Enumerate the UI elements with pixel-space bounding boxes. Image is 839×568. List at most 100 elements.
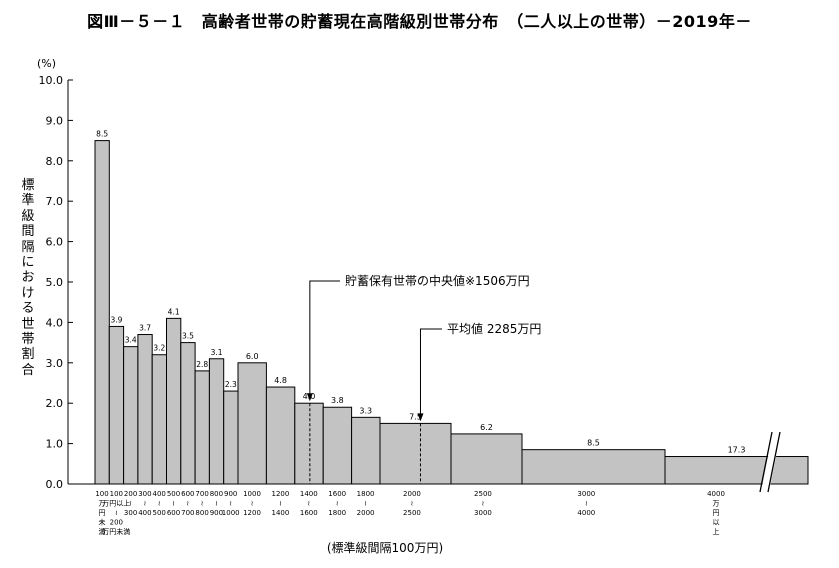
- chart-title: 図Ⅲ－５－１ 高齢者世帯の貯蓄現在高階級別世帯分布 （二人以上の世帯）－2019…: [87, 12, 752, 31]
- x-tick-label-14-2: 2000: [357, 509, 375, 517]
- x-tick-label-8-2: 900: [210, 509, 223, 517]
- bar-8: [208, 358, 225, 485]
- bar-9: [223, 390, 239, 485]
- x-tick-label-4-0: 400: [153, 490, 166, 498]
- x-tick-label-10-2: 1200: [243, 509, 261, 517]
- bar-18: [664, 456, 809, 485]
- y-axis-unit: (%): [37, 57, 56, 70]
- y-tick-label: 10.0: [39, 74, 64, 87]
- x-tick-label-1-1: 万円以上: [102, 499, 130, 508]
- x-tick-label-4-1: ≀: [158, 500, 161, 508]
- y-tick-label: 4.0: [46, 316, 64, 329]
- y-tick-label: 8.0: [46, 155, 64, 168]
- bar-value-label-18: 17.3: [728, 446, 746, 455]
- bar-value-label-5: 4.1: [168, 307, 180, 316]
- bar-6: [180, 342, 196, 485]
- x-tick-label-3-1: ≀: [144, 500, 147, 508]
- x-tick-label-2-1: ≀: [129, 500, 132, 508]
- bar-value-label-13: 3.8: [331, 396, 344, 405]
- bar-12: [294, 402, 324, 485]
- x-tick-label-3-2: 400: [138, 509, 151, 517]
- x-tick-label-14-0: 1800: [357, 490, 375, 498]
- bar-4: [151, 354, 167, 485]
- bar-value-label-4: 3.2: [153, 344, 165, 353]
- x-tick-label-9-0: 900: [224, 490, 237, 498]
- x-tick-label-12-1: ≀: [307, 500, 310, 508]
- x-tick-label-11-1: ≀: [279, 500, 282, 508]
- x-tick-label-0-1: 万: [99, 500, 106, 508]
- x-tick-label-7-2: 800: [195, 509, 208, 517]
- bar-11: [265, 386, 296, 485]
- bar-14: [351, 416, 381, 485]
- x-tick-label-5-1: ≀: [172, 500, 175, 508]
- x-tick-label-9-2: 1000: [222, 509, 240, 517]
- y-tick-label: 3.0: [46, 357, 64, 370]
- bar-value-label-14: 3.3: [359, 406, 372, 415]
- x-tick-label-10-1: ≀: [251, 500, 254, 508]
- bar-value-label-0: 8.5: [96, 130, 108, 139]
- bar-16: [450, 433, 523, 485]
- x-tick-label-0-4: 満: [99, 528, 106, 536]
- bar-5: [166, 317, 182, 485]
- x-tick-label-18-1: 万: [713, 500, 720, 508]
- x-tick-label-7-1: ≀: [201, 500, 204, 508]
- bars-layer: [94, 140, 809, 485]
- annotation-leader-1: [419, 328, 442, 418]
- annotation-text-1: 平均値 2285万円: [447, 321, 541, 336]
- bar-value-label-11: 4.8: [274, 376, 287, 385]
- annotation-text-0: 貯蓄保有世帯の中央値※1506万円: [345, 273, 530, 288]
- x-tick-label-13-1: ≀: [336, 500, 339, 508]
- axis-break-gap: [761, 432, 781, 492]
- x-tick-label-18-0: 4000: [707, 490, 725, 498]
- axis-break-mark: [767, 431, 781, 493]
- x-tick-label-16-2: 3000: [474, 509, 492, 517]
- x-tick-label-8-1: ≀: [215, 500, 218, 508]
- y-tick-label: 7.0: [46, 195, 64, 208]
- bar-1: [108, 325, 125, 485]
- annotation-arrowhead-0: [306, 393, 313, 402]
- x-tick-label-10-0: 1000: [243, 490, 261, 498]
- bar-value-label-3: 3.7: [139, 324, 151, 333]
- x-tick-label-15-1: ≀: [411, 500, 414, 508]
- bar-value-label-1: 3.9: [110, 315, 122, 324]
- axis-break-mark: [759, 431, 773, 493]
- x-tick-label-12-0: 1400: [300, 490, 318, 498]
- y-tick-label: 1.0: [46, 438, 64, 451]
- bar-value-label-6: 3.5: [182, 332, 194, 341]
- x-tick-label-6-2: 700: [181, 509, 194, 517]
- x-tick-label-17-1: ≀: [585, 500, 588, 508]
- x-tick-label-3-0: 300: [138, 490, 151, 498]
- x-tick-label-16-1: ≀: [482, 500, 485, 508]
- y-tick-label: 5.0: [46, 276, 64, 289]
- x-tick-label-1-3: 200: [110, 519, 123, 527]
- y-tick-label: 9.0: [46, 114, 64, 127]
- x-tick-label-4-2: 500: [153, 509, 166, 517]
- x-tick-label-1-4: 万円未満: [102, 527, 130, 536]
- x-tick-label-11-0: 1200: [271, 490, 289, 498]
- bar-2: [123, 346, 139, 485]
- x-tick-label-0-0: 100: [95, 490, 108, 498]
- bar-value-label-7: 2.8: [196, 360, 208, 369]
- x-tick-label-18-4: 上: [713, 527, 720, 536]
- bar-15: [379, 422, 452, 485]
- x-tick-label-11-2: 1400: [271, 509, 289, 517]
- bar-value-label-15: 7.5: [409, 412, 422, 421]
- bar-10: [237, 362, 267, 485]
- bar-7: [194, 370, 210, 485]
- annotation-leader-0: [309, 280, 340, 398]
- x-tick-label-17-0: 3000: [577, 490, 595, 498]
- x-tick-label-2-0: 200: [124, 490, 137, 498]
- x-tick-label-9-1: ≀: [229, 500, 232, 508]
- x-tick-label-6-0: 600: [181, 490, 194, 498]
- x-tick-label-2-2: 300: [124, 509, 137, 517]
- x-tick-label-1-0: 100: [110, 490, 123, 498]
- bar-3: [137, 334, 153, 485]
- x-axis-label: (標準級間隔100万円): [327, 540, 443, 555]
- x-tick-label-0-3: 未: [99, 518, 106, 527]
- x-tick-label-0-2: 円: [99, 509, 106, 517]
- x-tick-label-8-0: 800: [210, 490, 223, 498]
- x-tick-label-14-1: ≀: [364, 500, 367, 508]
- y-tick-label: 6.0: [46, 236, 64, 249]
- bar-13: [322, 406, 353, 485]
